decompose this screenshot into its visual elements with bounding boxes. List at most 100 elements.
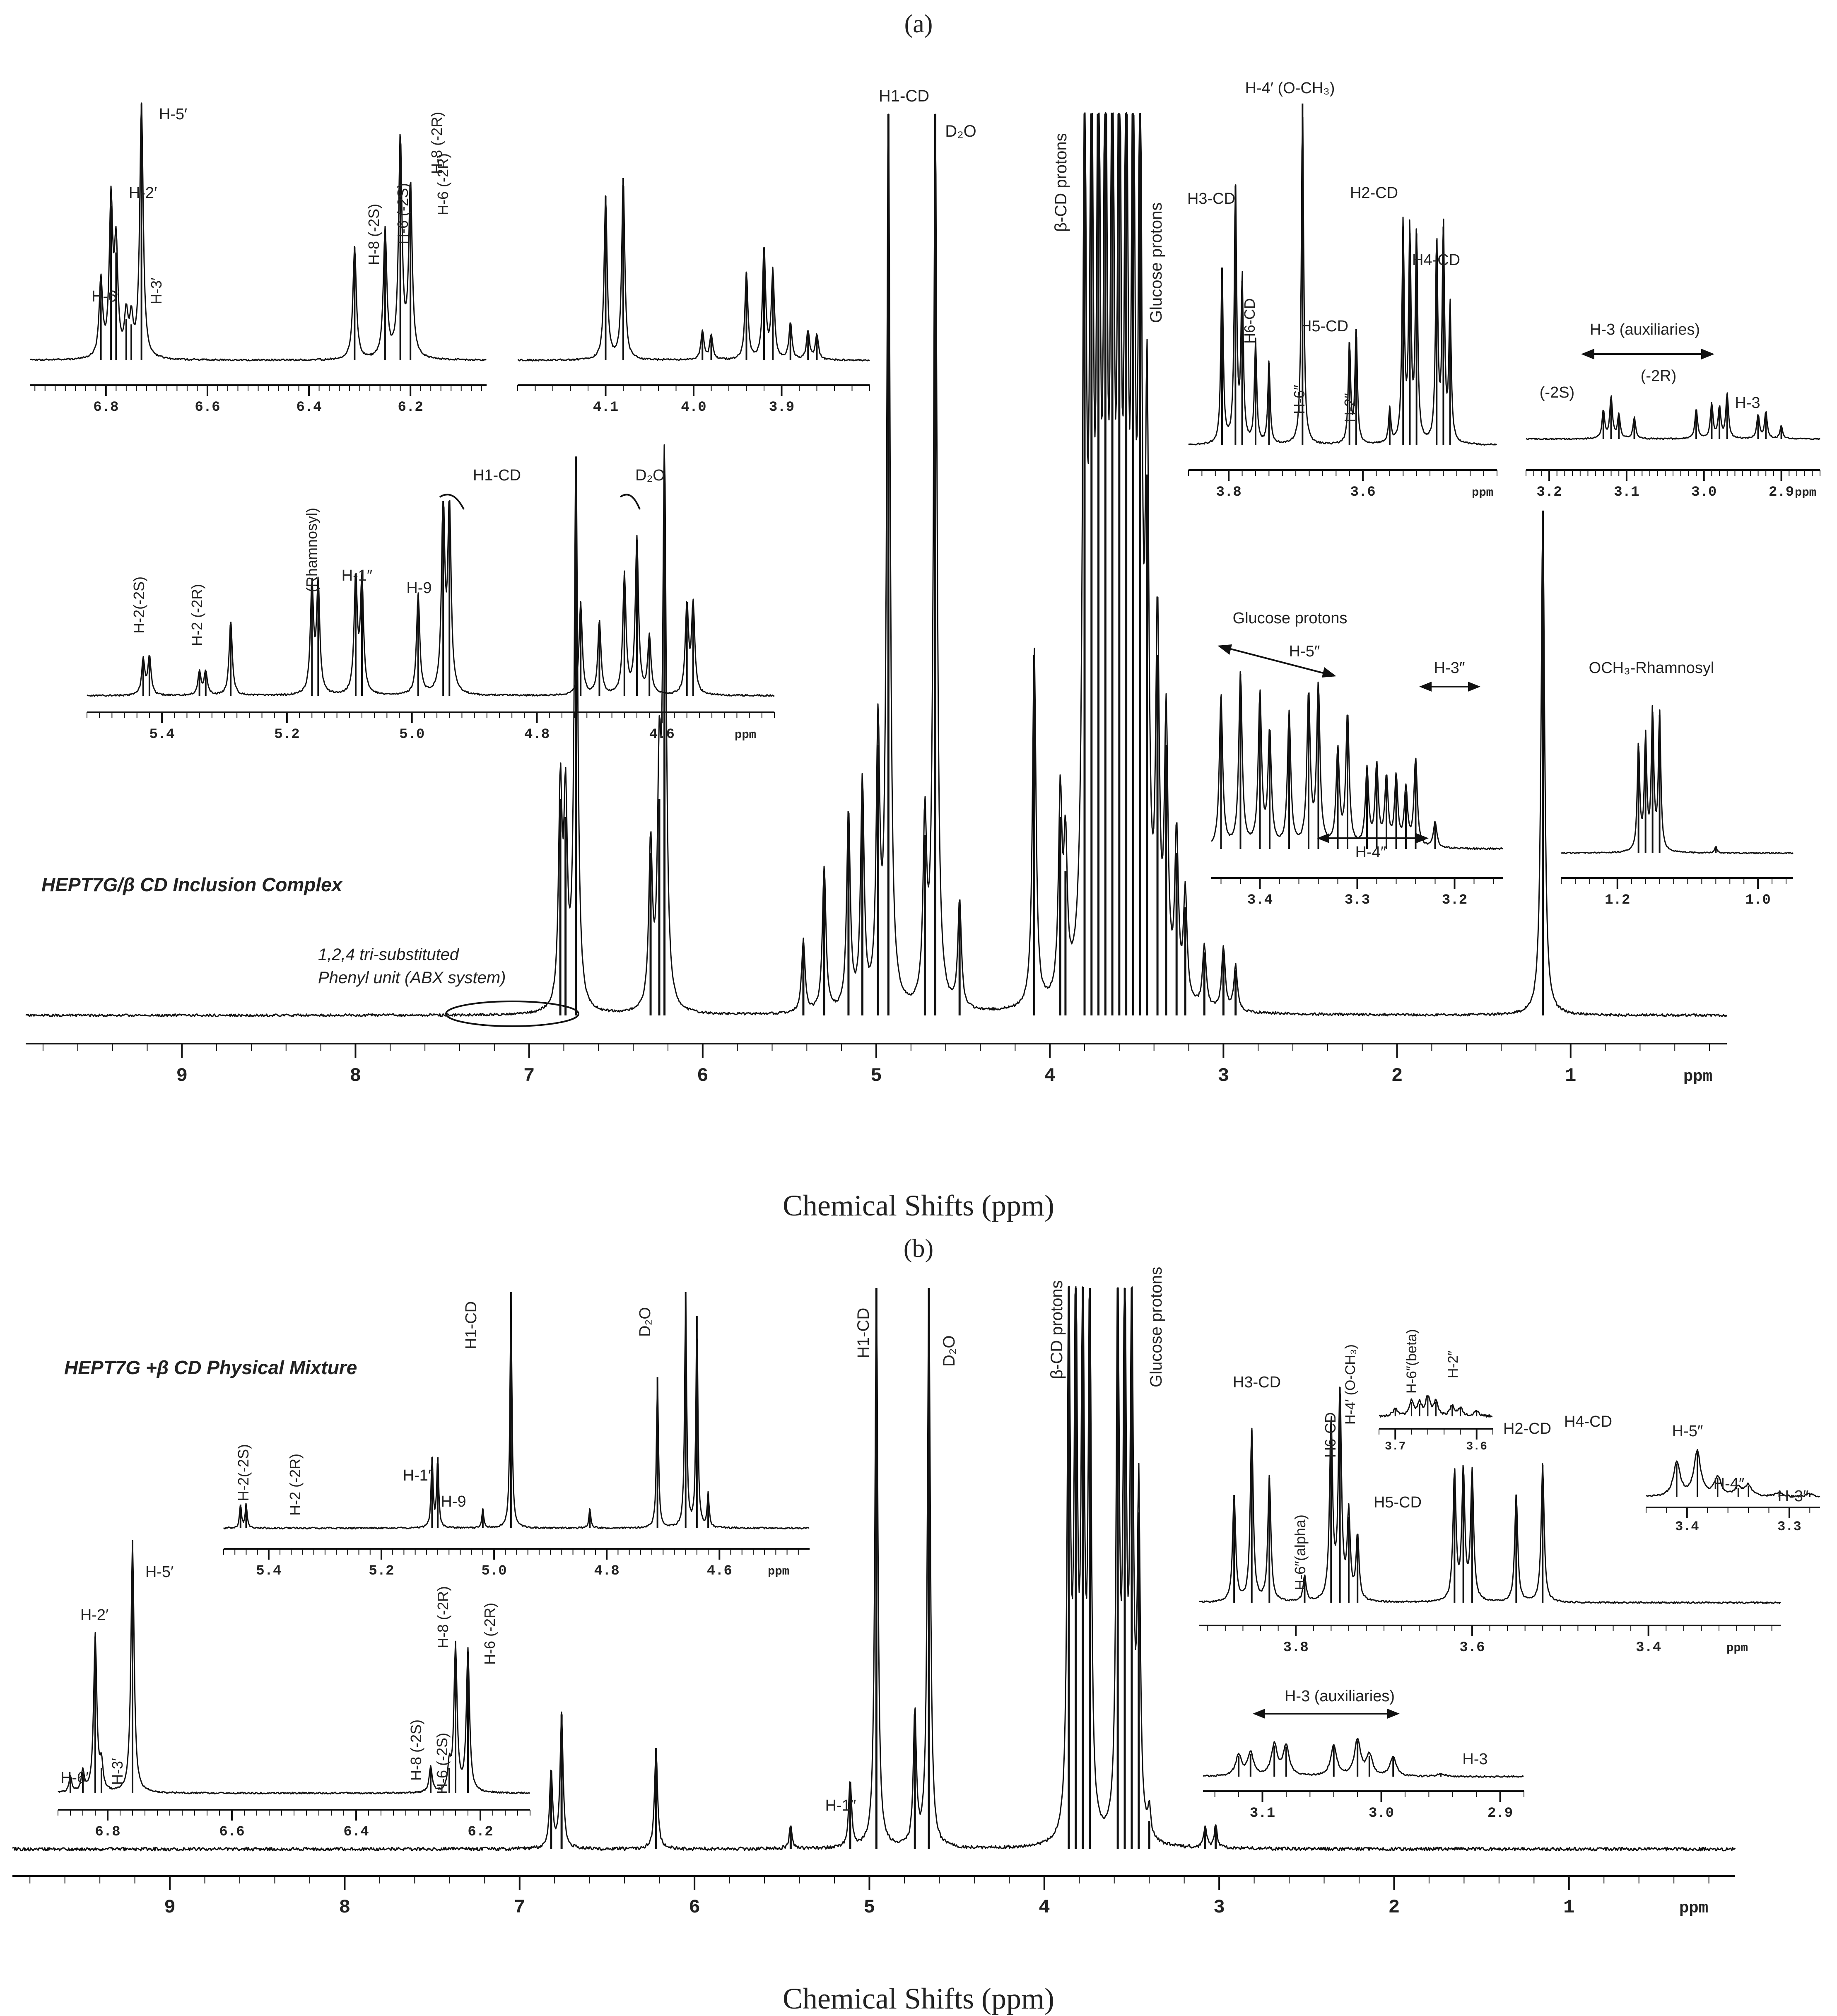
ib2-h8-2s: H-8 (-2S) [407,1719,424,1781]
ib3-h6cd: H6-CD [1322,1412,1339,1458]
inset-a-aromatic: 6.8 6.6 6.4 6.2 [29,102,487,415]
spectrum-trace [1646,1449,1820,1498]
main-a-label-bcd: β-CD protons [1052,133,1070,232]
tick-label: 6.2 [398,400,423,415]
ia3-h9: H-9 [406,579,432,597]
ia1-h6p: H-6′ [92,288,120,305]
ia3-d2o: D₂O [635,467,665,484]
panel-a-label: (a) [904,10,933,38]
ia3-rhamnosyl: (Rhamnosyl) [303,508,320,592]
main-a-label-h1cd: H1-CD [879,87,929,105]
ia5-2r: (-2R) [1641,367,1677,385]
tick-label: 3.2 [1442,892,1467,908]
ia5-arrowhead-left [1581,349,1594,359]
ib6-h3aux: H-3 (auxiliaries) [1285,1688,1395,1705]
inset-b-anomeric: 5.4 5.2 5.0 4.8 4.6 ppm [223,1292,810,1579]
tick-label: 1 [1565,1065,1577,1087]
tick-label: 6.8 [95,1824,120,1840]
ia4-h4cd: H4-CD [1412,251,1460,269]
tick-label: 4.6 [707,1563,732,1579]
tick-label: 3.9 [769,400,794,415]
tick-label: 5.2 [274,727,299,743]
tick-label: 4.8 [594,1563,620,1579]
ia1-h6-2s: H-6 (-2S) [394,183,411,244]
panel-b-title: HEPT7G +β CD Physical Mixture [64,1357,357,1378]
ia3-h2-2r: H-2 (-2R) [188,584,205,646]
tick-label: 2.9 [1769,485,1794,500]
panel-b-xlabel: Chemical Shifts (ppm) [783,1982,1054,2015]
tick-label: 4 [1039,1897,1050,1918]
tick-label: 3 [1218,1065,1229,1087]
tick-label: 4 [1044,1065,1056,1087]
tick-label: 3.4 [1675,1519,1699,1534]
tick-label: 4.6 [649,727,675,743]
ia6-h4-arrowhead-left [1317,833,1329,843]
tick-label: 3.8 [1283,1640,1309,1656]
ib1-h9: H-9 [441,1493,466,1510]
inset-a-h3: 3.2 3.1 3.0 2.9 ppm [1526,392,1820,500]
tick-label: 6 [697,1065,709,1087]
ia4-h2pp: H-2″ [1341,393,1358,422]
tick-label: 5 [870,1065,882,1087]
ia1-h8-2r: H-8 (-2R) [428,112,445,174]
ia3-h2-2s: H-2(-2S) [130,576,147,634]
tick-label: 3.3 [1345,892,1370,908]
spectrum-trace [1526,392,1820,440]
spectrum-trace [1188,116,1497,446]
tick-label: 3.2 [1536,485,1562,500]
tick-label: 5.0 [399,727,424,743]
inset-a-anomeric: 5.4 5.2 5.0 4.8 4.6 ppm [87,500,775,743]
tick-label: 3.4 [1247,892,1273,908]
ia4-h6cd: H6-CD [1241,298,1258,344]
tick-label: 5.0 [481,1563,506,1579]
tick-label: 6.6 [195,400,220,415]
spectrum-trace [87,500,775,697]
tick-label: 5 [864,1897,875,1918]
ib6-arrowhead-left [1253,1709,1265,1719]
tick-label: 3.7 [1385,1440,1405,1453]
tick-label: 2 [1391,1065,1403,1087]
tick-label: 6.4 [296,400,321,415]
ib3-h6alpha: H-6″(alpha) [1292,1514,1309,1590]
tick-label: 8 [339,1897,351,1918]
tick-label: 4.8 [524,727,550,743]
panel-a: (a) 9 8 7 6 5 4 3 2 1 ppm HEPT7G/β CD Inclusion C… [25,10,1820,1222]
ia4-h5cd: H5-CD [1300,318,1348,335]
spectrum-trace [29,102,487,362]
inset-b-aromatic: 6.8 6.6 6.4 6.2 [58,1540,530,1840]
ia6-h5pp: H-5″ [1289,643,1320,660]
ib6-arrowhead-right [1387,1709,1400,1719]
ib2-h2p: H-2′ [80,1606,108,1624]
ppm-unit-label: ppm [1683,1067,1712,1086]
ia6-h3-arrowhead-right [1468,682,1480,692]
ia6-h3-arrowhead-left [1419,682,1432,692]
spectrum-trace [1561,705,1794,854]
main-a-label-glucose: Glucose protons [1147,203,1165,323]
inset-b-cd: 3.8 3.6 3.4 ppm [1198,1387,1781,1656]
ia6-h5-arrowhead-left [1217,644,1232,655]
tick-label: 3.3 [1777,1519,1801,1534]
inset-b-h4zoom: 3.7 3.6 [1379,1395,1493,1453]
ib6-h3: H-3 [1462,1751,1487,1768]
spectrum-trace [25,112,1728,1018]
ia6-title: Glucose protons [1233,610,1348,627]
ia6-h5-arrow [1219,645,1335,677]
tick-label: 2.9 [1487,1806,1513,1821]
ia4-h6pp: H-6″ [1291,385,1308,414]
ib3-h3cd: H3-CD [1233,1374,1281,1391]
ia4-h2cd: H2-CD [1350,184,1398,202]
ia1-h6-2r: H-6 (-2R) [434,153,451,215]
panel-b-main-spectrum: 9 8 7 6 5 4 3 2 1 ppm [12,1285,1736,1918]
ia4-h3cd: H3-CD [1187,190,1235,207]
ia1-h8-2s: H-8 (-2S) [365,204,382,265]
tick-label: 9 [176,1065,188,1087]
tick-label: 8 [350,1065,362,1087]
tick-label: 1.2 [1605,892,1630,908]
main-a-label-d2o: D₂O [945,122,976,140]
ia3-h1cd-bracket [439,494,465,510]
ib1-h2-2s: H-2(-2S) [235,1444,252,1501]
ib4-h2pp: H-2″ [1445,1350,1461,1378]
ib1-h2-2r: H-2 (-2R) [287,1454,304,1516]
ppm-unit-label: ppm [1726,1641,1748,1655]
